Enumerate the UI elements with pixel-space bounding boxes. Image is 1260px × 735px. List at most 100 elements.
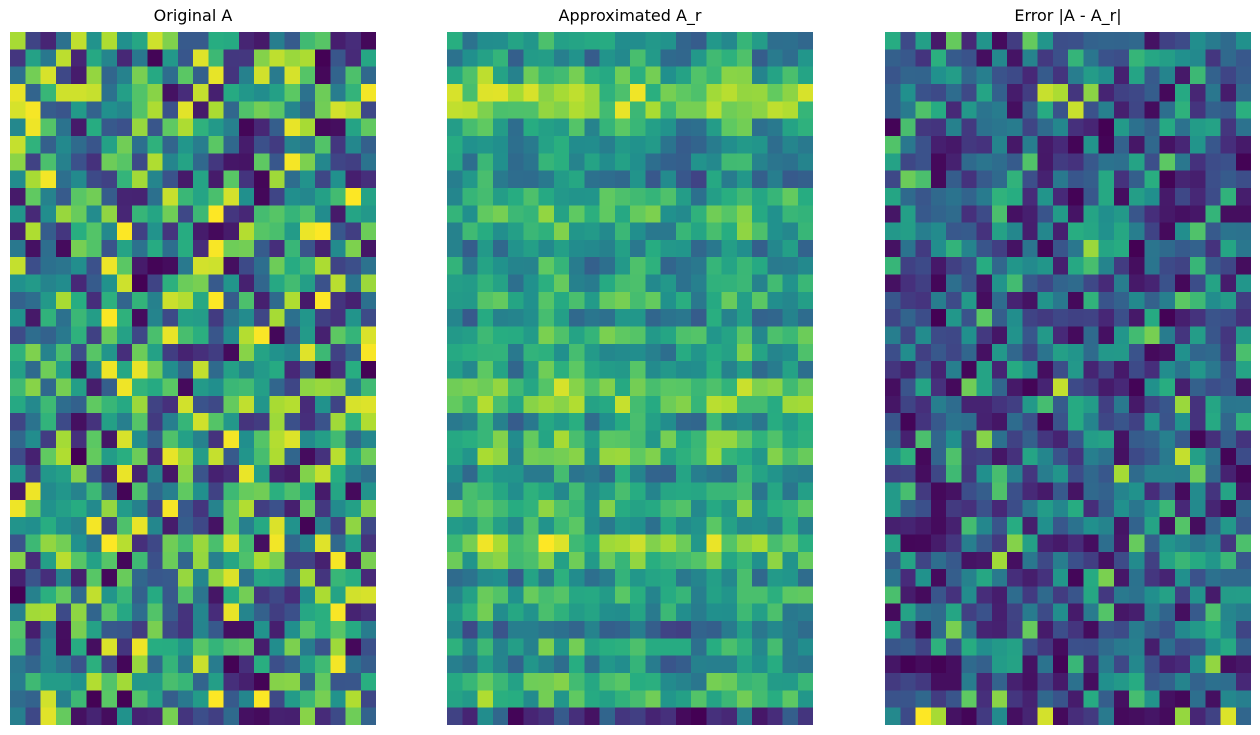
heatmap-cell-original: [101, 378, 118, 397]
heatmap-cell-approximated: [782, 66, 799, 85]
heatmap-cell-original: [238, 673, 255, 691]
heatmap-cell-error: [1052, 135, 1069, 154]
heatmap-cell-approximated: [782, 378, 799, 397]
heatmap-cell-original: [299, 638, 316, 657]
heatmap-cell-approximated: [614, 517, 631, 536]
heatmap-cell-error: [976, 569, 993, 587]
heatmap-cell-original: [299, 569, 316, 587]
heatmap-cell-original: [208, 291, 225, 310]
heatmap-cell-approximated: [660, 534, 677, 553]
heatmap-cell-error: [991, 66, 1008, 85]
heatmap-cell-original: [162, 83, 179, 102]
heatmap-cell-error: [1190, 655, 1206, 674]
heatmap-cell-error: [1037, 707, 1054, 725]
heatmap-cell-original: [40, 586, 57, 605]
heatmap-cell-error: [1190, 690, 1206, 709]
heatmap-cell-approximated: [462, 482, 479, 501]
heatmap-cell-original: [315, 586, 331, 605]
heatmap-cell-original: [162, 586, 179, 605]
heatmap-cell-original: [284, 309, 301, 328]
heatmap-cell-original: [10, 187, 26, 206]
heatmap-cell-approximated: [767, 361, 784, 380]
heatmap-cell-original: [208, 551, 225, 570]
heatmap-cell-error: [1159, 239, 1176, 258]
heatmap-cell-error: [961, 205, 978, 224]
heatmap-cell-error: [1052, 690, 1069, 709]
heatmap-cell-approximated: [584, 205, 601, 224]
heatmap-cell-error: [915, 638, 932, 657]
heatmap-cell-approximated: [462, 343, 479, 362]
heatmap-cell-original: [147, 291, 164, 310]
heatmap-cell-original: [330, 257, 347, 276]
heatmap-cell-error: [1052, 361, 1069, 380]
heatmap-cell-original: [132, 135, 148, 154]
heatmap-cell-original: [345, 66, 362, 85]
heatmap-cell-error: [961, 395, 978, 414]
heatmap-cell-original: [116, 551, 133, 570]
heatmap-cell-approximated: [553, 361, 570, 380]
heatmap-cell-error: [946, 430, 962, 449]
heatmap-cell-original: [193, 239, 209, 258]
heatmap-cell-approximated: [477, 361, 494, 380]
heatmap-cell-error: [1190, 465, 1206, 484]
heatmap-cell-original: [10, 707, 26, 725]
heatmap-cell-original: [25, 517, 42, 536]
heatmap-cell-approximated: [614, 430, 631, 449]
heatmap-cell-approximated: [797, 517, 813, 536]
heatmap-cell-approximated: [569, 153, 585, 172]
heatmap-cell-approximated: [691, 707, 707, 725]
heatmap-cell-original: [223, 413, 240, 432]
heatmap-cell-error: [915, 499, 932, 518]
heatmap-cell-error: [1098, 101, 1115, 120]
heatmap-cell-original: [238, 482, 255, 501]
heatmap-cell-error: [1007, 655, 1023, 674]
heatmap-cell-error: [946, 32, 962, 50]
heatmap-cell-approximated: [797, 655, 813, 674]
heatmap-cell-approximated: [599, 447, 616, 466]
heatmap-cell-error: [1144, 326, 1161, 345]
heatmap-cell-original: [299, 378, 316, 397]
heatmap-cell-approximated: [569, 170, 585, 189]
heatmap-cell-error: [946, 49, 962, 68]
heatmap-cell-original: [71, 222, 87, 241]
heatmap-cell-original: [254, 413, 270, 432]
heatmap-cell-original: [284, 395, 301, 414]
heatmap-cell-approximated: [523, 32, 540, 50]
heatmap-cell-error: [1083, 638, 1100, 657]
heatmap-cell-error: [1037, 690, 1054, 709]
heatmap-cell-original: [345, 638, 362, 657]
heatmap-cell-original: [116, 118, 133, 137]
heatmap-cell-error: [1159, 395, 1176, 414]
heatmap-cell-original: [177, 326, 194, 345]
heatmap-cell-original: [10, 118, 26, 137]
heatmap-cell-error: [915, 153, 932, 172]
heatmap-cell-approximated: [492, 222, 509, 241]
heatmap-cell-original: [345, 413, 362, 432]
heatmap-cell-original: [193, 66, 209, 85]
heatmap-cell-error: [900, 257, 917, 276]
heatmap-cell-original: [25, 326, 42, 345]
heatmap-cell-original: [345, 274, 362, 293]
heatmap-cell-approximated: [599, 430, 616, 449]
heatmap-cell-error: [1144, 170, 1161, 189]
heatmap-cell-approximated: [614, 707, 631, 725]
heatmap-cell-approximated: [508, 569, 524, 587]
heatmap-cell-original: [315, 638, 331, 657]
heatmap-cell-error: [1098, 707, 1115, 725]
heatmap-cell-error: [885, 118, 901, 137]
heatmap-cell-original: [238, 621, 255, 639]
heatmap-cell-original: [299, 621, 316, 639]
heatmap-cell-error: [1220, 517, 1237, 536]
heatmap-cell-approximated: [584, 465, 601, 484]
heatmap-cell-error: [1007, 551, 1023, 570]
heatmap-cell-error: [961, 447, 978, 466]
heatmap-cell-original: [25, 153, 42, 172]
heatmap-cell-error: [1022, 49, 1039, 68]
heatmap-cell-original: [315, 326, 331, 345]
heatmap-cell-original: [71, 621, 87, 639]
heatmap-cell-error: [930, 638, 947, 657]
heatmap-cell-approximated: [797, 465, 813, 484]
heatmap-cell-original: [330, 361, 347, 380]
heatmap-cell-original: [177, 395, 194, 414]
heatmap-cell-approximated: [538, 222, 555, 241]
